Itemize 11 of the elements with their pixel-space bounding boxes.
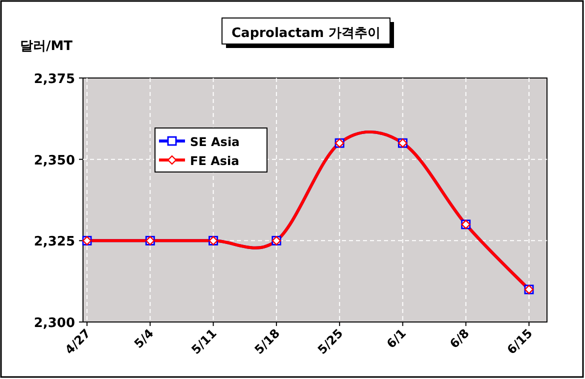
y-tick-label: 2,300	[34, 316, 75, 331]
chart-title: Caprolactam 가격추이	[232, 26, 380, 41]
legend-label: FE Asia	[190, 154, 240, 168]
x-tick-label: 5/4	[131, 326, 156, 352]
x-tick-label: 6/8	[447, 326, 472, 352]
y-axis-title: 달러/MT	[20, 39, 73, 54]
x-tick-label: 6/1	[384, 326, 409, 352]
y-tick-label: 2,350	[34, 153, 75, 168]
y-tick-label: 2,375	[34, 72, 75, 87]
legend-label: SE Asia	[190, 135, 240, 149]
y-tick-label: 2,325	[34, 234, 75, 250]
